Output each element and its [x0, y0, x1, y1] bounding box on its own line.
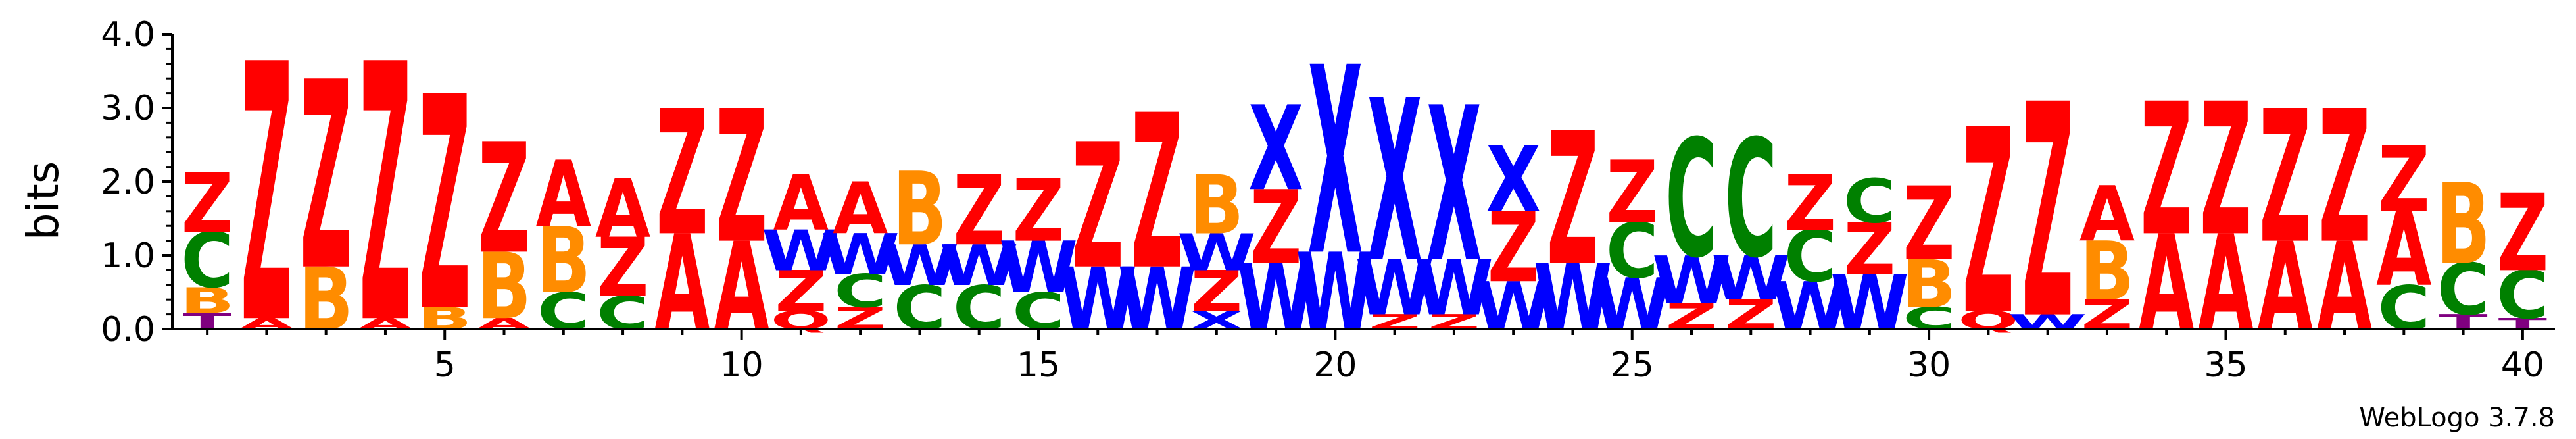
logo-glyph-z-pos34: Z	[2141, 65, 2193, 276]
logo-glyph-z-pos15: Z	[1013, 161, 1065, 261]
logo-glyph-x-pos19: X	[1248, 81, 1303, 217]
logo-glyph-b-pos7: B	[536, 209, 591, 314]
logo-glyph-z-pos14: Z	[953, 156, 1005, 267]
y-ticks: 0.0 1.0 2.0 3.0 4.0	[101, 15, 172, 349]
x-tick-label: 15	[1017, 346, 1060, 385]
logo-glyph-z-pos11: Z	[775, 259, 827, 324]
logo-glyph-b-pos13: B	[892, 151, 947, 269]
logo-glyph-z-pos6: Z	[478, 112, 530, 288]
logo-glyph-z-pos30: Z	[1903, 166, 1955, 284]
logo-glyph-z-pos31: Z	[1962, 76, 2014, 371]
logo-glyph-b-pos33: B	[2079, 225, 2134, 319]
logo-glyph-w-pos12: W	[821, 222, 900, 287]
logo-glyph-z-pos38: Z	[2378, 128, 2430, 233]
logo-glyph-a-pos11: A	[773, 160, 829, 248]
logo-glyph-a-pos12: A	[833, 168, 888, 250]
logo-glyph-b-pos6: B	[477, 234, 531, 340]
logo-glyph-z-pos2: Z	[241, 0, 293, 402]
logo-glyph-z-pos4: Z	[360, 0, 412, 402]
x-tick-label: 30	[1907, 346, 1951, 385]
logo-glyph-b-pos1: B	[180, 280, 235, 322]
weblogo-credit: WebLogo 3.7.8	[2359, 403, 2555, 433]
y-axis-title: bits	[18, 161, 68, 241]
logo-glyph-z-pos17: Z	[1131, 70, 1183, 317]
logo-glyph-w-pos26: W	[1652, 242, 1731, 319]
logo-glyph-c-pos1: C	[181, 217, 233, 305]
logo-glyph-b-pos30: B	[1902, 246, 1956, 323]
logo-glyph-z-pos9: Z	[656, 74, 708, 274]
y-tick-label: 3.0	[101, 89, 155, 128]
logo-glyph-z-pos8: Z	[597, 221, 649, 315]
logo-glyph-w-pos27: W	[1711, 243, 1790, 314]
x-tick-label: 25	[1611, 346, 1654, 385]
logo-glyph-x-pos22: X	[1426, 63, 1482, 309]
x-tick-label: 40	[2501, 346, 2544, 385]
logo-glyph-c-pos26: C	[1665, 105, 1718, 294]
logo-glyph-z-pos40: Z	[2496, 172, 2548, 296]
logo-glyph-c-pos25: C	[1606, 208, 1659, 296]
x-tick-label: 5	[434, 346, 456, 385]
x-tick-label: 20	[1313, 346, 1357, 385]
y-tick-label: 1.0	[101, 236, 155, 276]
logo-glyph-z-pos16: Z	[1072, 107, 1124, 307]
logo-glyph-c-pos28: C	[1784, 216, 1837, 298]
logo-glyph-z-pos19: Z	[1250, 169, 1302, 287]
logo-glyph-z-pos28: Z	[1784, 160, 1836, 248]
x-ticks: 5 10 15 20 25 30 35 40	[206, 329, 2544, 385]
logo-glyph-a-pos8: A	[595, 163, 650, 257]
logo-glyph-z-pos32: Z	[2022, 43, 2074, 384]
logo-glyph-z-pos25: Z	[1606, 143, 1658, 243]
logo-glyph-z-pos35: Z	[2200, 65, 2252, 276]
logo-glyph-b-pos39: B	[2436, 159, 2491, 289]
logo-glyph-w-pos11: W	[762, 219, 840, 283]
logo-glyph-z-pos5: Z	[419, 36, 471, 376]
y-tick-label: 4.0	[101, 15, 155, 55]
logo-glyph-w-pos18: W	[1177, 224, 1256, 282]
logo-glyph-c-pos39: C	[2437, 249, 2490, 331]
logo-glyph-w-pos14: W	[940, 234, 1019, 298]
y-tick-label: 2.0	[101, 163, 155, 202]
logo-glyph-z-pos10: Z	[716, 72, 767, 284]
logo-glyph-z-pos18: Z	[1190, 259, 1242, 324]
x-tick-label: 10	[720, 346, 764, 385]
logo-glyph-a-pos38: A	[2376, 192, 2431, 309]
logo-glyph-a-pos7: A	[536, 142, 591, 247]
logo-glyph-w-pos13: W	[880, 234, 959, 298]
logo-glyph-z-pos29: Z	[1843, 209, 1895, 291]
logo-glyph-x-pos20: X	[1307, 13, 1363, 313]
logo-glyph-b-pos18: B	[1189, 159, 1244, 253]
logo-glyph-w-pos22: W	[1415, 245, 1494, 333]
logo-glyph-a-pos33: A	[2079, 171, 2135, 259]
x-tick-label: 35	[2204, 346, 2247, 385]
logo-glyph-c-pos12: C	[834, 265, 887, 318]
logo-glyph-z-pos1: Z	[182, 157, 233, 251]
logo-glyph-z-pos24: Z	[1547, 94, 1599, 306]
logo-glyph-w-pos15: W	[999, 227, 1078, 309]
logo-glyph-z-pos37: Z	[2319, 72, 2371, 284]
logo-glyph-z-pos23: Z	[1488, 193, 1540, 304]
logo-glyph-w-pos21: W	[1355, 245, 1434, 333]
y-tick-label: 0.0	[101, 310, 155, 349]
logo-glyph-c-pos29: C	[1843, 166, 1896, 237]
logo-glyph-c-pos27: C	[1724, 105, 1777, 294]
logo-glyph-c-pos40: C	[2496, 257, 2549, 334]
logo-glyph-x-pos21: X	[1367, 53, 1422, 312]
logo-glyph-z-pos3: Z	[300, 27, 352, 327]
logo-glyph-z-pos36: Z	[2259, 72, 2311, 284]
logo-glyph-x-pos23: X	[1486, 128, 1541, 233]
